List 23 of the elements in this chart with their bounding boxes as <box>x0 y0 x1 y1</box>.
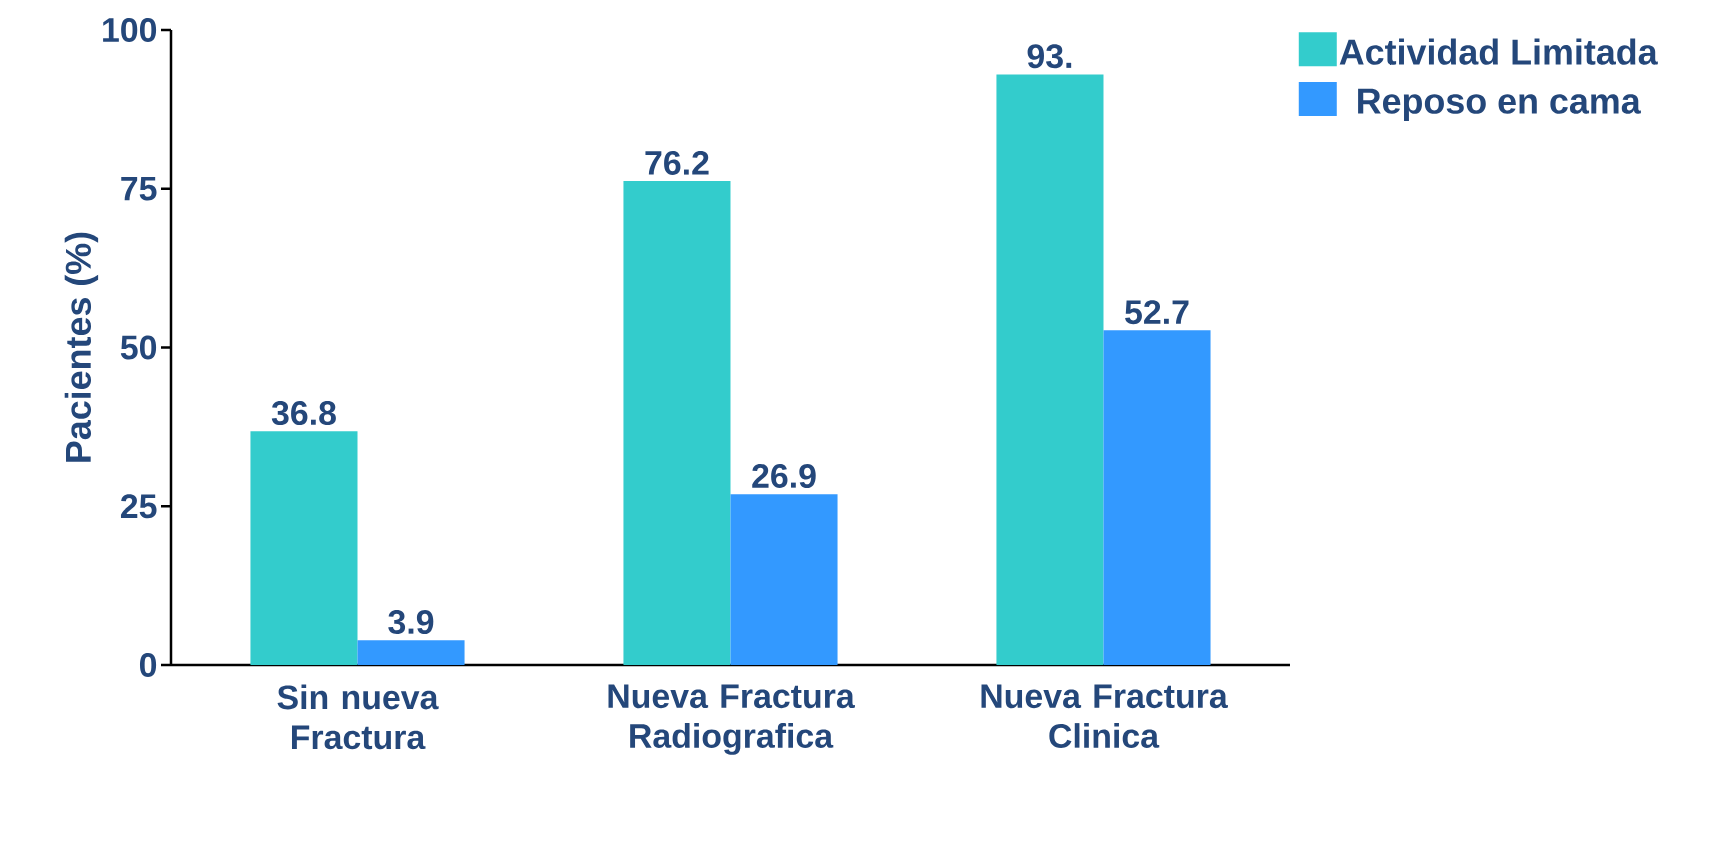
data-label: 93. <box>1027 44 1072 69</box>
y-tick-label: 75 <box>121 176 157 201</box>
bar <box>1103 330 1211 665</box>
y-tick-label: 50 <box>120 335 157 360</box>
data-label: 36.8 <box>271 401 336 426</box>
x-tick-label: Nueva Fractura Clinica <box>981 684 1228 748</box>
legend-label: Reposo en cama <box>1358 88 1641 121</box>
x-tick-label: Sin nueva Fractura <box>277 684 439 750</box>
bar <box>996 74 1104 665</box>
y-axis-title: Pacientes (%) <box>64 232 99 462</box>
data-label: 3.9 <box>388 610 434 635</box>
bar <box>730 494 838 665</box>
data-label: 76.2 <box>645 150 709 175</box>
bar <box>623 181 731 665</box>
y-tick-label: 0 <box>139 653 157 677</box>
data-label: 52.7 <box>1125 300 1189 325</box>
data-label: 26.9 <box>752 464 816 488</box>
legend-label: Actividad Limitada <box>1339 38 1658 65</box>
bar <box>250 431 358 665</box>
y-tick-label: 100 <box>103 18 157 42</box>
bar <box>357 640 465 665</box>
y-tick-label: 25 <box>120 494 157 519</box>
x-tick-label: Nueva Fractura Radiografica <box>608 684 855 755</box>
